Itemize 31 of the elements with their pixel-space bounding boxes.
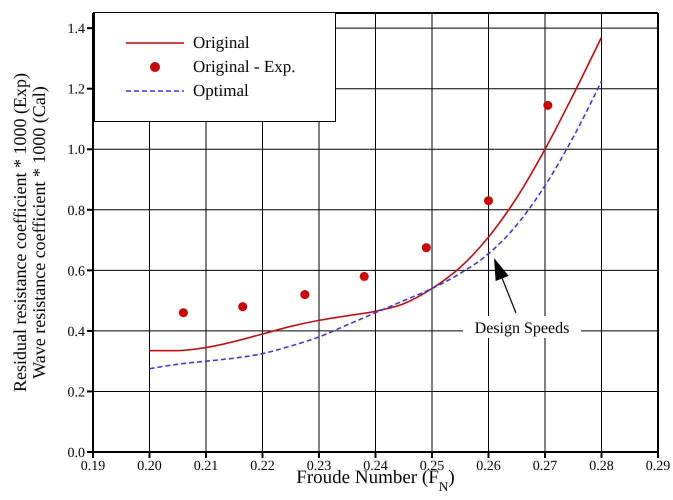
- y-tick-label: 1.4: [68, 22, 85, 38]
- x-tick-label: 0.28: [589, 458, 614, 474]
- point: [300, 290, 310, 300]
- point: [543, 100, 552, 110]
- y-tick-label: 0.8: [68, 204, 85, 219]
- y-tick-label: 0.4: [68, 324, 85, 340]
- y-tick-label: 0.0: [68, 446, 85, 461]
- x-tick-label: 0.27: [532, 458, 558, 474]
- point: [422, 243, 431, 252]
- y-tick-label: 1.2: [68, 82, 85, 98]
- x-tick-label: 0.26: [476, 458, 501, 474]
- y-axis-title: Residual resistance coefficient * 1000 (Exp) Wave resistance coefficient * 1000 (Cal): [10, 72, 49, 392]
- point: [238, 302, 248, 312]
- x-tick-label: 0.23: [306, 458, 332, 474]
- y-tick-label: 1.0: [68, 143, 85, 158]
- x-tick-label: 0.20: [137, 458, 162, 474]
- y-tick-label: 0.2: [68, 385, 85, 400]
- x-tick-label: 0.19: [80, 458, 106, 474]
- x-tick-label: 0.29: [646, 458, 670, 474]
- point: [360, 272, 369, 281]
- x-tick-label: 0.22: [250, 458, 275, 474]
- line-series: [148, 80, 602, 370]
- annotation: Design Speeds: [474, 320, 570, 337]
- legend-label: Original - Exp.: [193, 57, 296, 77]
- point: [178, 308, 188, 318]
- line-series: [148, 36, 602, 352]
- y-tick-label: 0.6: [68, 264, 85, 280]
- legend-label: Original: [193, 33, 250, 53]
- x-tick-label: 0.21: [194, 458, 218, 474]
- legend-label: Optimal: [193, 81, 249, 101]
- point: [484, 196, 494, 206]
